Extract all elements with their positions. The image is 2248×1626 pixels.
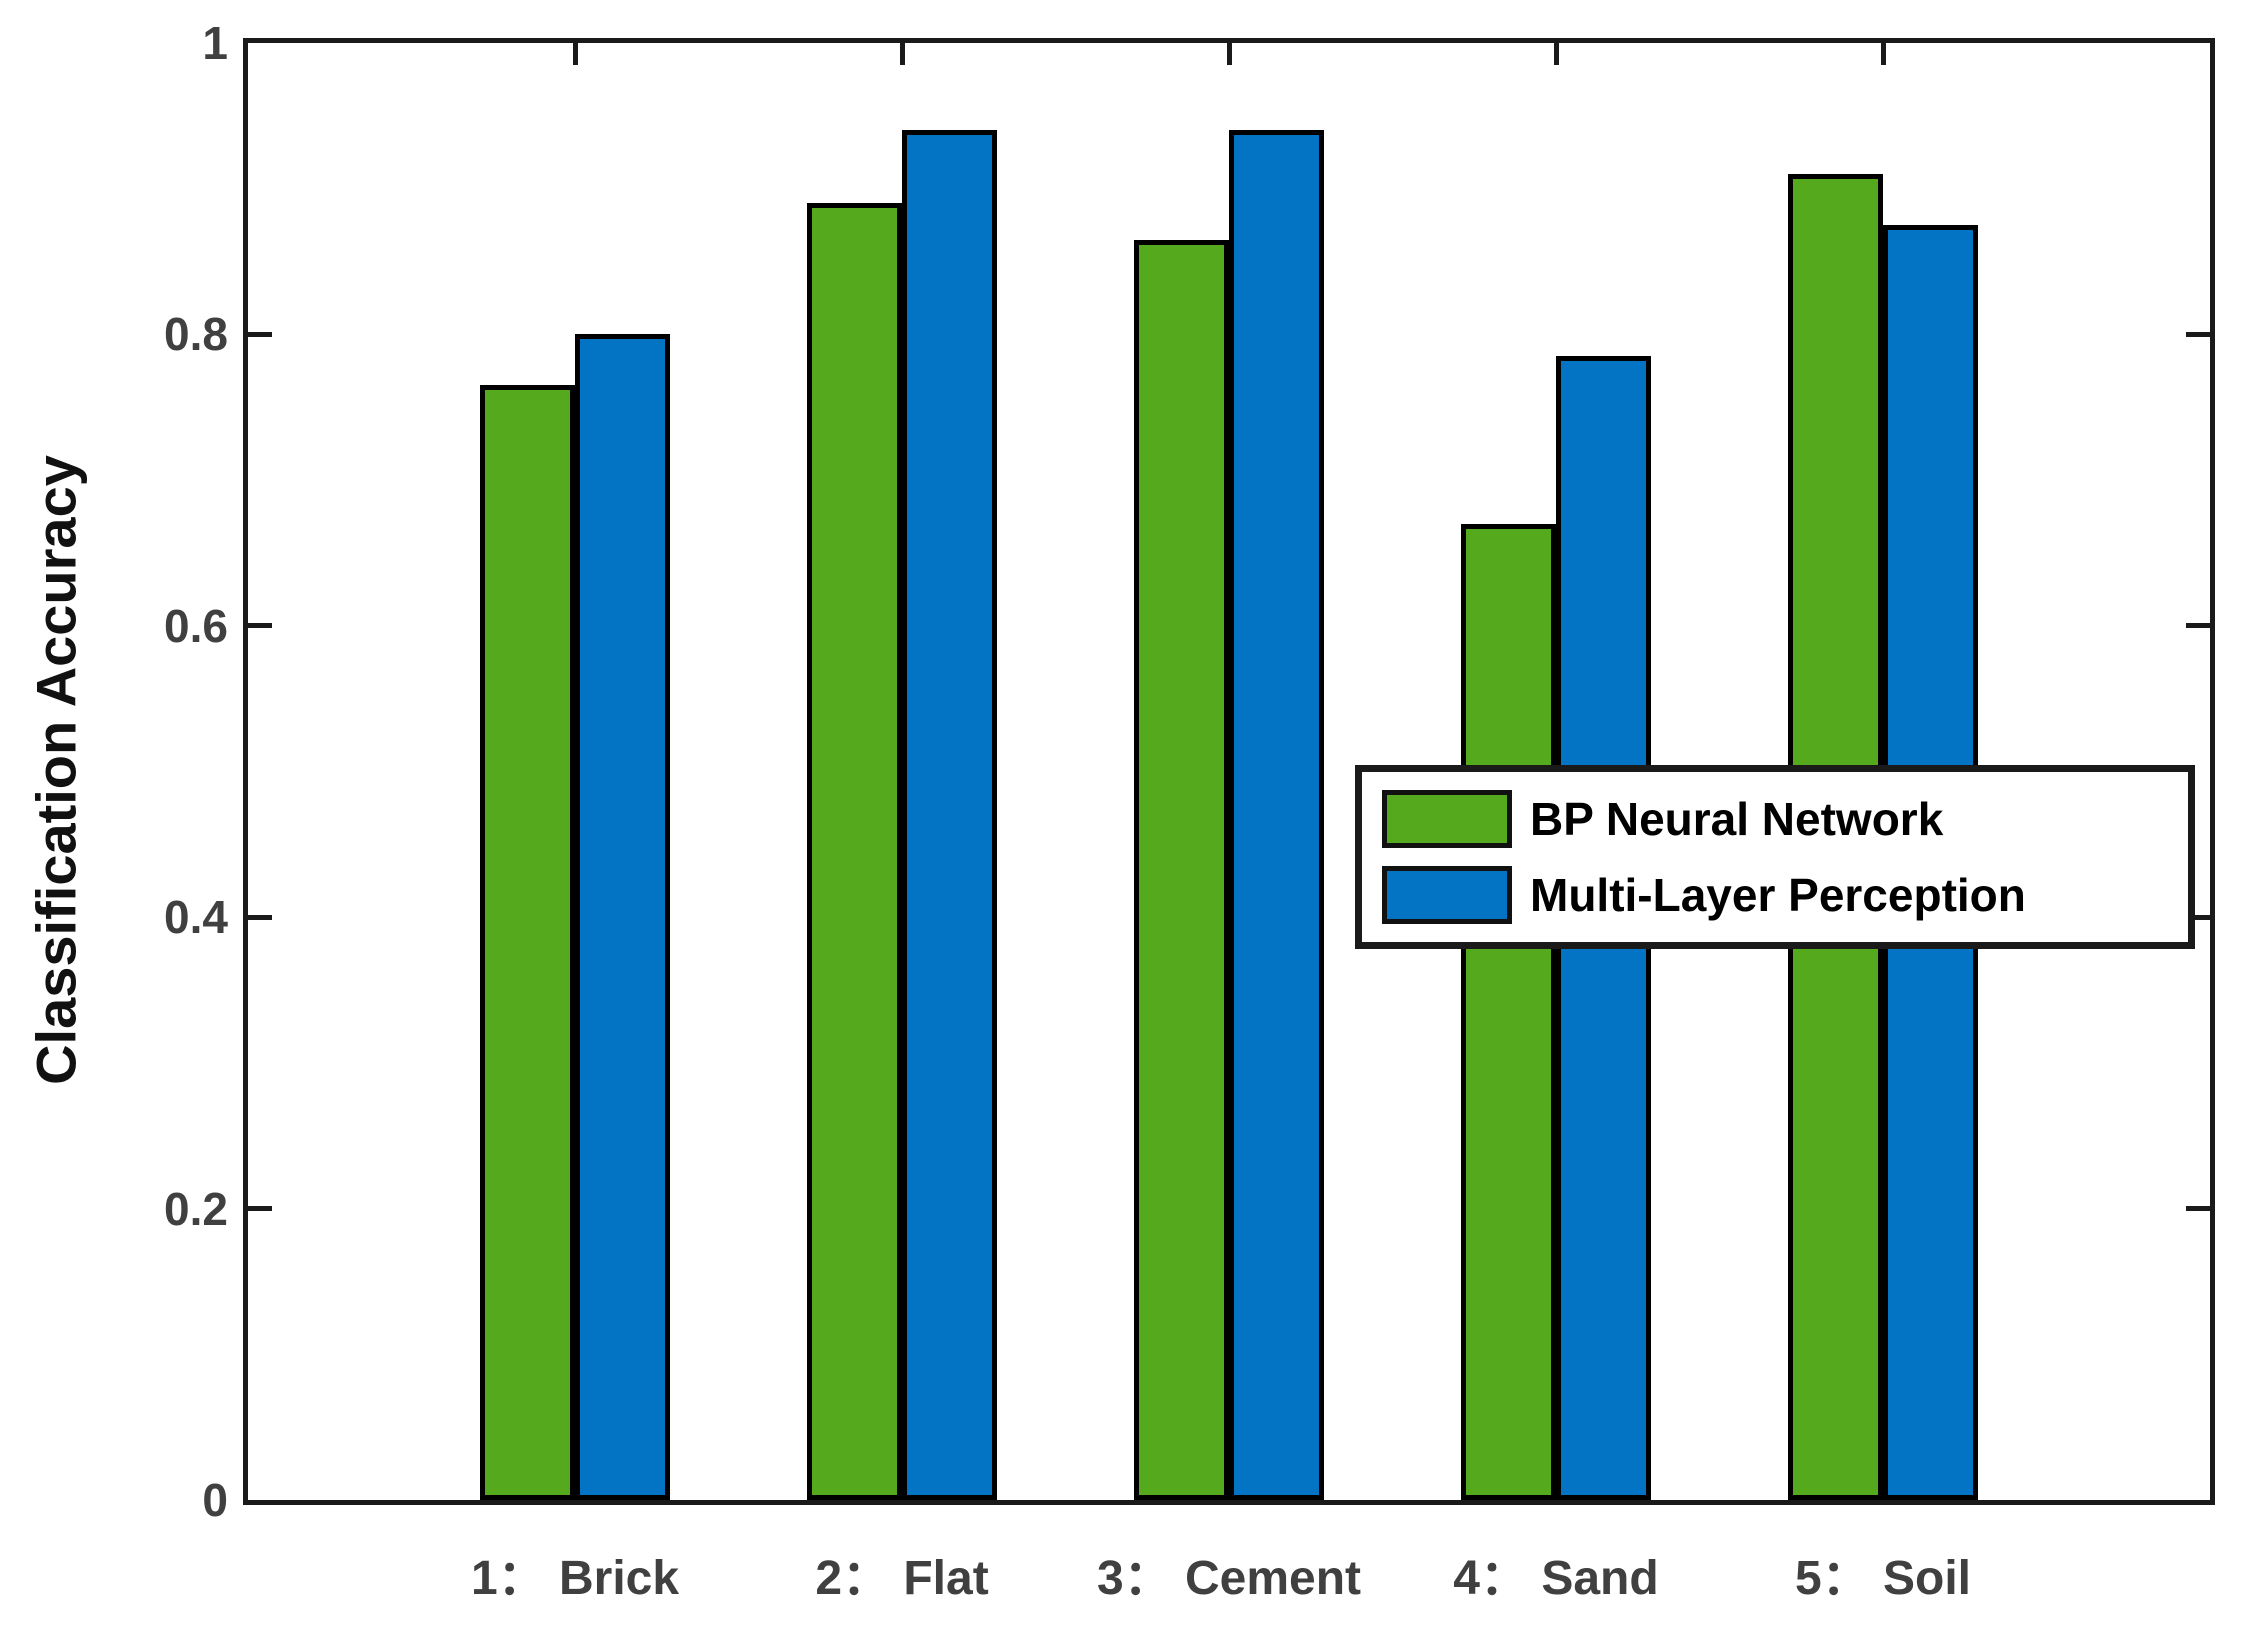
x-tick-label: 2： Flat xyxy=(815,1552,989,1605)
x-tick-label: 4： Sand xyxy=(1453,1552,1659,1605)
y-tick-left xyxy=(248,1206,272,1211)
y-tick-left xyxy=(248,623,272,628)
x-tick-top xyxy=(1881,43,1886,65)
y-tick-label: 0 xyxy=(202,1474,228,1526)
legend: BP Neural Network Multi-Layer Perception xyxy=(1355,765,2195,949)
y-tick-label: 0.8 xyxy=(164,308,228,361)
bar-blue-cat2 xyxy=(902,130,997,1500)
x-tick-label: 3： Cement xyxy=(1096,1552,1362,1605)
legend-row: BP Neural Network xyxy=(1382,790,2188,848)
y-tick-label: 0.6 xyxy=(164,599,228,652)
legend-label-multi-layer-perception: Multi-Layer Perception xyxy=(1530,869,2026,921)
x-tick-top xyxy=(900,43,905,65)
y-tick-label: 0.4 xyxy=(164,891,228,944)
y-tick-label: 0.2 xyxy=(164,1182,228,1235)
y-tick-right xyxy=(2186,623,2210,628)
legend-row: Multi-Layer Perception xyxy=(1382,866,2188,924)
bar-blue-cat3 xyxy=(1229,130,1324,1500)
legend-label-bp-neural-network: BP Neural Network xyxy=(1530,793,1944,845)
legend-swatch-bp-neural-network xyxy=(1382,790,1512,848)
x-tick-top xyxy=(1554,43,1559,65)
legend-swatch-multi-layer-perception xyxy=(1382,866,1512,924)
y-axis-title: Classification Accuracy xyxy=(24,455,88,1085)
bar-green-cat4 xyxy=(1461,524,1556,1500)
y-tick-left xyxy=(248,915,272,920)
y-tick-right xyxy=(2186,332,2210,337)
x-tick-label: 5： Soil xyxy=(1794,1552,1972,1605)
y-tick-label: 1 xyxy=(202,17,228,69)
x-tick-label: 1： Brick xyxy=(470,1552,680,1605)
y-tick-left xyxy=(248,332,272,337)
x-tick-top xyxy=(573,43,578,65)
bar-green-cat3 xyxy=(1134,240,1229,1500)
x-tick-top xyxy=(1227,43,1232,65)
bar-blue-cat1 xyxy=(575,334,670,1500)
bar-green-cat2 xyxy=(807,203,902,1500)
y-tick-right xyxy=(2186,915,2210,920)
bar-green-cat1 xyxy=(480,385,575,1500)
y-tick-right xyxy=(2186,1206,2210,1211)
